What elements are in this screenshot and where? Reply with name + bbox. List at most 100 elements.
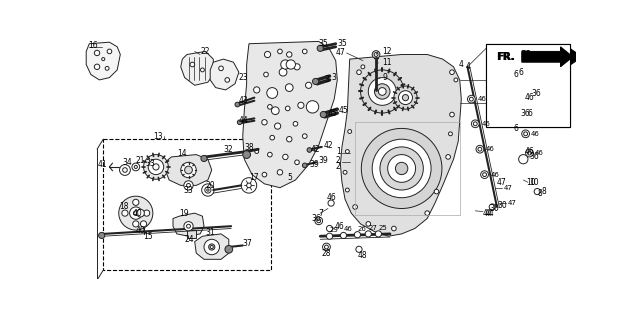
Bar [486,44,570,127]
Circle shape [136,209,145,217]
Circle shape [122,210,128,216]
Polygon shape [165,155,212,185]
Text: 35: 35 [319,39,328,48]
Circle shape [374,84,390,99]
Circle shape [328,200,334,206]
Text: 4: 4 [459,60,463,69]
Circle shape [285,106,290,111]
Text: 46: 46 [531,131,540,137]
Circle shape [472,120,479,128]
Circle shape [268,152,272,157]
Text: 4: 4 [466,62,471,71]
Text: 6: 6 [518,68,524,77]
Circle shape [446,155,451,159]
Polygon shape [173,213,204,236]
Text: 46: 46 [486,146,495,152]
Text: 43: 43 [239,96,248,105]
Text: 36: 36 [311,214,321,223]
Circle shape [225,245,233,253]
Circle shape [143,210,150,216]
Circle shape [307,101,319,113]
Circle shape [403,95,408,101]
Bar [187,230,196,238]
Circle shape [324,245,328,249]
Circle shape [483,173,486,177]
Text: 46: 46 [535,150,544,156]
Polygon shape [195,234,229,259]
Circle shape [366,222,371,226]
Circle shape [312,78,319,85]
Polygon shape [522,47,573,67]
Polygon shape [570,48,582,65]
Circle shape [148,159,164,175]
Circle shape [143,155,168,179]
Circle shape [286,60,296,69]
Text: 47: 47 [504,185,513,191]
Circle shape [235,102,239,107]
Circle shape [187,183,191,187]
Circle shape [356,70,362,74]
Circle shape [253,87,260,93]
Circle shape [346,188,349,192]
Text: 47: 47 [497,178,507,187]
Text: 20: 20 [205,181,215,190]
Circle shape [264,51,271,58]
Circle shape [303,163,307,168]
Circle shape [520,111,527,118]
Circle shape [262,120,267,125]
Circle shape [476,145,484,153]
Circle shape [355,232,360,238]
Circle shape [225,78,230,82]
Text: 2: 2 [336,162,340,172]
Circle shape [262,172,267,177]
Circle shape [481,171,488,178]
Polygon shape [522,51,570,62]
Text: 42: 42 [311,145,321,154]
Circle shape [450,112,454,117]
Circle shape [267,88,278,98]
Circle shape [305,82,312,88]
Text: 39: 39 [309,160,319,169]
Circle shape [449,132,452,136]
Text: 46: 46 [491,172,500,177]
Circle shape [307,148,312,152]
Circle shape [399,91,412,105]
Circle shape [372,51,380,58]
Text: 38: 38 [244,143,254,152]
Text: 25: 25 [378,225,387,231]
Circle shape [374,53,378,56]
Text: 22: 22 [200,47,210,56]
Circle shape [524,93,528,98]
Text: 3: 3 [331,73,336,82]
Circle shape [209,244,215,250]
Circle shape [287,136,292,142]
Circle shape [320,111,326,118]
Text: 39: 39 [318,156,328,165]
Circle shape [283,154,288,160]
Text: 46: 46 [477,96,486,102]
Circle shape [202,184,214,196]
Circle shape [132,199,139,205]
Circle shape [102,58,105,61]
Circle shape [317,219,321,223]
Circle shape [279,68,287,76]
Text: 8: 8 [541,187,546,196]
Circle shape [264,72,268,77]
Circle shape [123,168,127,172]
Text: 1: 1 [336,147,340,156]
Circle shape [204,239,220,255]
Text: 2: 2 [336,156,340,165]
Circle shape [362,128,442,208]
Circle shape [94,50,100,56]
Circle shape [361,65,365,69]
Circle shape [323,243,330,251]
Circle shape [287,52,292,57]
Circle shape [489,204,495,210]
Circle shape [425,211,429,215]
Text: 46: 46 [525,93,534,102]
Circle shape [469,97,474,101]
Polygon shape [86,42,120,80]
Text: 12: 12 [382,47,392,56]
Bar [103,139,271,270]
Text: 29: 29 [330,227,339,233]
